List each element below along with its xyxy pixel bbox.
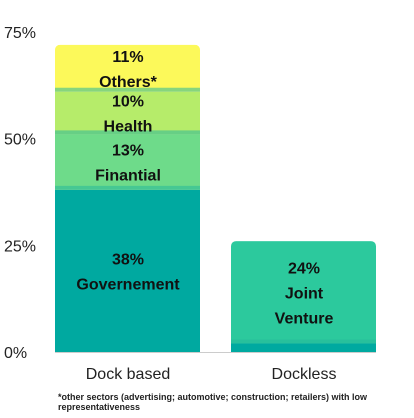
x-axis: Dock based Dockless <box>55 352 376 383</box>
segment-label: Venture <box>275 310 334 327</box>
segment-label: Joint <box>285 285 324 302</box>
segment-base-strip <box>55 130 200 135</box>
y-tick-label: 0% <box>4 345 27 362</box>
segment-label: 11% <box>112 49 143 66</box>
y-tick-label: 50% <box>4 132 36 149</box>
bar-segment <box>55 91 200 135</box>
segment-label: Health <box>104 119 153 136</box>
segment-base-strip <box>55 185 200 190</box>
segment-label: 24% <box>288 260 320 277</box>
bar-segment <box>231 343 376 352</box>
bar-segment <box>55 44 200 92</box>
segment-label: Finantial <box>95 168 161 185</box>
y-tick-label: 75% <box>4 25 36 42</box>
segment-label: 38% <box>112 251 144 268</box>
x-category-label: Dockless <box>272 366 337 383</box>
y-tick-label: 25% <box>4 238 36 255</box>
y-axis: 0% 25% 50% 75% <box>4 25 36 362</box>
segment-base-strip <box>55 87 200 92</box>
bar-segment <box>55 189 200 352</box>
segment-base-strip <box>231 339 376 344</box>
x-category-label: Dock based <box>86 366 171 383</box>
bar-0 <box>55 44 200 352</box>
segment-label: Governement <box>76 276 180 293</box>
bar-segment <box>55 134 200 190</box>
bars: 38% Governement 13% Finantial 10% Health 11% Ot… <box>55 44 376 352</box>
bar-1 <box>231 241 376 352</box>
segment-label: 13% <box>112 143 144 160</box>
footnote: *other sectors (advertising; automotive;… <box>58 392 368 412</box>
bar-segment <box>231 241 376 344</box>
segment-label: Others* <box>99 74 158 91</box>
segment-label: 10% <box>112 94 144 111</box>
